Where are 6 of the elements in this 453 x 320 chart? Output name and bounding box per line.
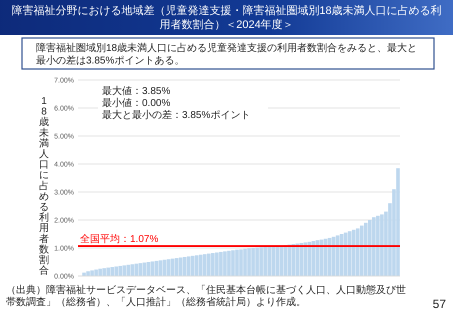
source: （出典）障害福祉サービスデータベース、「住民基本台帳に基づく人口、人口動態及び世帯数調査」（総務省）、「人口推計」（総務省統計局）より作成。 bbox=[6, 285, 406, 308]
ref-line-label: 全国平均：1.07% bbox=[80, 233, 158, 246]
subtitle: 障害福祉圏域別18歳未満人口に占める児童発達支援の利用者数割合をみると、最大と最小の差は3.85%ポイントある。 bbox=[36, 43, 418, 66]
ylabel: 18歳未満人口に占める利用者数割合 bbox=[39, 96, 49, 277]
title: 障害福祉分野における地域差（児童発達支援・障害福祉圏域別18歳未満人口に占める利用者数割合）＜2024年度＞ bbox=[11, 5, 442, 31]
page: 57 bbox=[432, 297, 446, 311]
